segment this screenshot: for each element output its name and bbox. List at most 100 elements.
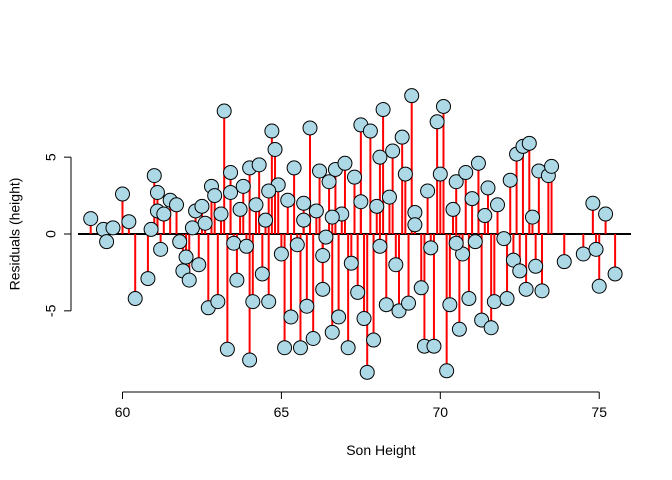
data-point	[149, 185, 165, 201]
data-point	[470, 155, 486, 171]
data-point	[483, 320, 499, 336]
data-point	[502, 172, 518, 188]
data-point	[121, 214, 137, 230]
data-point	[226, 235, 242, 251]
data-point	[197, 215, 213, 231]
data-point	[210, 294, 226, 310]
data-point	[445, 201, 461, 217]
data-point	[378, 297, 394, 313]
data-point	[235, 178, 251, 194]
x-tick-label: 70	[433, 404, 449, 420]
data-point	[296, 212, 312, 228]
data-point	[213, 206, 229, 222]
data-point	[588, 241, 604, 257]
x-tick-label: 65	[274, 404, 290, 420]
data-point	[242, 352, 258, 368]
data-point	[223, 185, 239, 201]
data-point	[458, 165, 474, 181]
data-point	[324, 324, 340, 340]
data-point	[426, 338, 442, 354]
data-point	[413, 280, 429, 296]
data-point	[340, 340, 356, 356]
y-tick-label: 0	[43, 230, 59, 238]
data-point	[337, 155, 353, 171]
data-point	[343, 255, 359, 271]
data-point	[238, 238, 254, 254]
axes-group: 60 65 70 75 -5 0 5	[43, 153, 608, 420]
data-point	[296, 195, 312, 211]
data-point	[172, 234, 188, 250]
data-point	[420, 183, 436, 199]
data-point	[432, 166, 448, 182]
data-point	[292, 340, 308, 356]
data-point	[591, 278, 607, 294]
data-point	[528, 258, 544, 274]
data-point	[397, 166, 413, 182]
data-point	[114, 186, 130, 202]
data-point	[181, 272, 197, 288]
data-point	[534, 283, 550, 299]
data-point	[283, 309, 299, 325]
data-point	[261, 183, 277, 199]
data-point	[245, 294, 261, 310]
data-point	[388, 257, 404, 273]
data-point	[451, 321, 467, 337]
data-point	[448, 235, 464, 251]
data-point	[401, 295, 417, 311]
data-point	[353, 194, 369, 210]
data-point	[544, 158, 560, 174]
data-point	[258, 212, 274, 228]
data-point	[184, 220, 200, 236]
data-point	[127, 291, 143, 307]
data-point	[556, 254, 572, 270]
data-point	[267, 141, 283, 157]
data-point	[598, 206, 614, 222]
data-point	[512, 263, 528, 279]
data-point	[232, 201, 248, 217]
data-point	[277, 340, 293, 356]
data-point	[394, 129, 410, 145]
data-point	[178, 249, 194, 265]
data-point	[315, 248, 331, 264]
data-point	[467, 234, 483, 250]
y-tick-label: 5	[43, 153, 59, 161]
data-point	[312, 163, 328, 179]
data-point	[216, 103, 232, 119]
data-point	[356, 311, 372, 327]
data-point	[477, 208, 493, 224]
data-point	[347, 169, 362, 185]
data-point	[83, 211, 99, 227]
data-point	[140, 271, 156, 287]
data-point	[286, 160, 302, 176]
data-point	[521, 135, 537, 151]
data-point	[423, 240, 439, 256]
data-point	[318, 229, 334, 245]
data-point	[607, 266, 623, 282]
data-point	[518, 281, 534, 297]
data-point	[331, 309, 347, 325]
data-point	[299, 298, 315, 314]
data-point	[461, 291, 477, 307]
data-point	[315, 281, 331, 297]
x-ticks: 60 65 70 75	[115, 392, 607, 420]
data-point	[490, 197, 506, 213]
data-point	[359, 364, 375, 380]
x-tick-label: 75	[591, 404, 607, 420]
data-point	[366, 332, 382, 348]
data-point	[251, 157, 267, 173]
data-point	[575, 246, 591, 262]
data-point	[435, 98, 451, 114]
data-point	[372, 149, 388, 165]
data-point	[496, 231, 512, 247]
data-point	[146, 168, 162, 184]
x-tick-label: 60	[115, 404, 131, 420]
data-point	[429, 114, 445, 130]
data-point	[480, 180, 496, 196]
data-point	[305, 331, 321, 347]
data-point	[99, 234, 115, 250]
data-point	[486, 294, 502, 310]
data-point	[585, 195, 601, 211]
y-tick-label: -5	[43, 304, 59, 317]
